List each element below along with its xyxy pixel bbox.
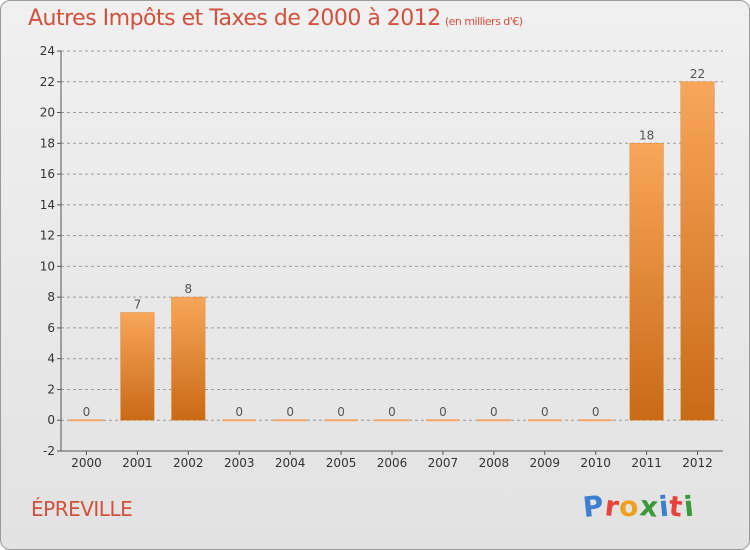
x-tick-label: 2000 (71, 456, 102, 470)
bar (273, 419, 307, 422)
y-tick-label: 2 (47, 382, 55, 396)
x-tick-label: 2004 (275, 456, 306, 470)
x-tick-label: 2010 (580, 456, 611, 470)
bar (222, 419, 257, 422)
x-tick-label: 2002 (173, 456, 204, 470)
bar (375, 419, 409, 422)
y-tick-label: 24 (40, 44, 55, 58)
data-label: 0 (337, 405, 345, 419)
bar (324, 419, 358, 422)
x-tick-label: 2007 (428, 456, 459, 470)
data-label: 8 (184, 282, 192, 296)
bar (477, 419, 511, 422)
data-label: 0 (541, 405, 549, 419)
bar (680, 81, 715, 421)
chart-title-text: Autres Impôts et Taxes de 2000 à 2012 (28, 6, 441, 31)
data-label: 0 (388, 405, 396, 419)
data-labels: 0 7 8 0 0 0 0 0 0 0 0 18 22 (83, 67, 706, 419)
y-tick-label: 8 (47, 290, 55, 304)
y-tick-label: 16 (40, 167, 55, 181)
y-tick-label: 6 (47, 321, 55, 335)
x-tick-label: 2005 (326, 456, 357, 470)
x-tick-label: 2009 (529, 456, 560, 470)
y-tick-label: 0 (47, 413, 55, 427)
data-label: 18 (639, 128, 654, 142)
bar (527, 419, 562, 422)
data-label: 0 (592, 405, 600, 419)
bars (69, 81, 715, 422)
x-tick-label: 2001 (122, 456, 153, 470)
grid-lines (61, 50, 723, 421)
y-tick-label: 12 (40, 229, 55, 243)
data-label: 0 (83, 405, 91, 419)
bar (69, 419, 104, 422)
logo-letter: i (681, 489, 696, 524)
data-label: 0 (286, 405, 294, 419)
y-tick-label: 22 (40, 75, 55, 89)
y-tick-label: 10 (40, 259, 55, 273)
data-label: 7 (134, 298, 142, 312)
x-tick-label: 2006 (377, 456, 408, 470)
logo-letter: P (581, 488, 607, 525)
y-tick-label: 20 (40, 106, 55, 120)
data-label: 0 (235, 405, 243, 419)
data-label: 0 (490, 405, 498, 419)
y-tick-label: 18 (40, 136, 55, 150)
x-tick-label: 2011 (631, 456, 662, 470)
chart-title: Autres Impôts et Taxes de 2000 à 2012 (en… (28, 6, 523, 31)
bar (171, 296, 206, 421)
proxiti-logo: Proxiti (581, 488, 696, 525)
unit-note: (en milliers d'€) (444, 15, 523, 28)
x-tick-label: 2008 (479, 456, 510, 470)
x-tick-label: 2003 (224, 456, 255, 470)
y-tick-label: 14 (40, 198, 55, 212)
bar (578, 419, 613, 422)
y-tick-label: -2 (43, 444, 55, 458)
bar (120, 312, 155, 421)
bar (426, 419, 460, 422)
x-tick-label: 2012 (682, 456, 713, 470)
data-label: 22 (690, 67, 705, 81)
data-label: 0 (439, 405, 447, 419)
commune-name: ÉPREVILLE (31, 497, 133, 521)
y-tick-label: 4 (47, 352, 55, 366)
bar (629, 143, 664, 421)
